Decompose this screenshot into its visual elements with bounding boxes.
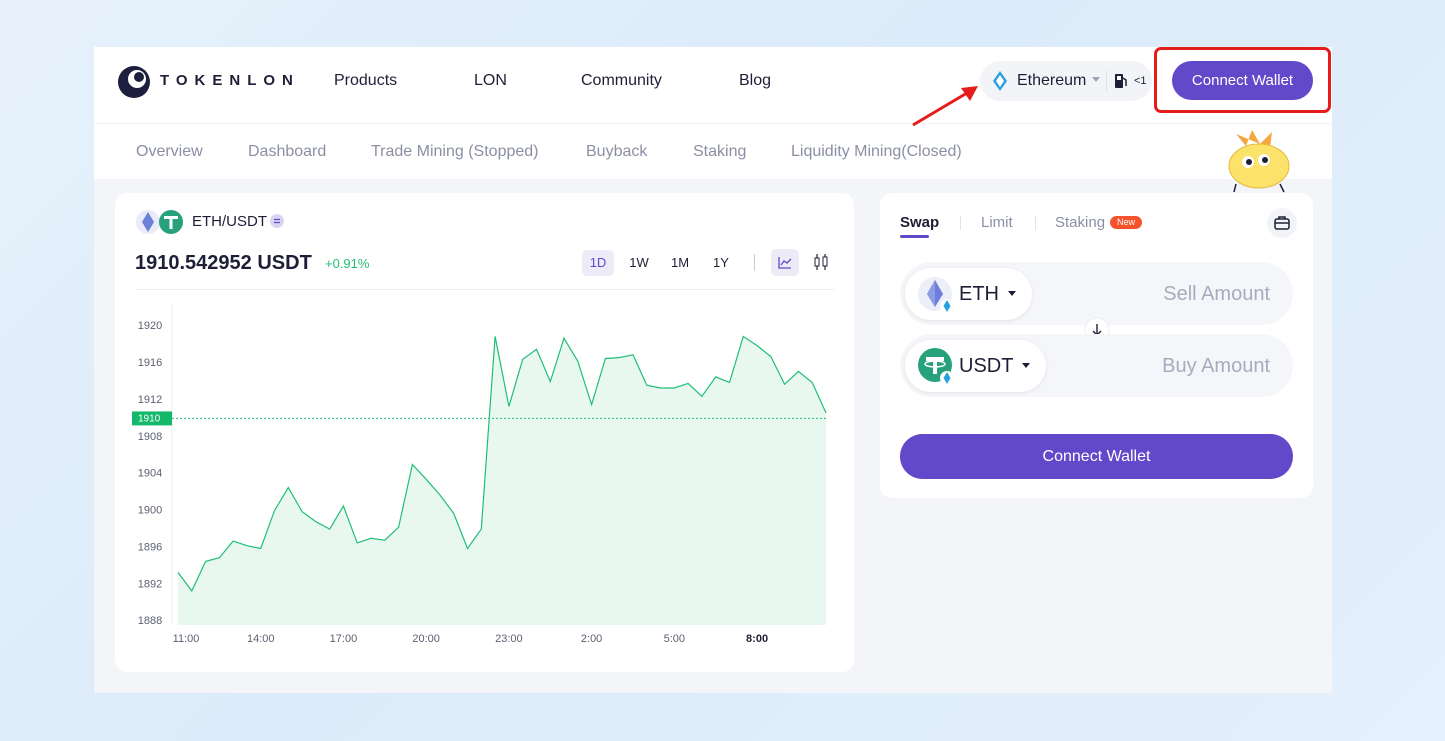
highlight-box	[1154, 47, 1331, 113]
divider	[960, 216, 961, 230]
sell-placeholder[interactable]: Sell Amount	[1163, 283, 1270, 305]
y-tick-label: 1888	[138, 615, 162, 627]
connect-wallet-button[interactable]: Connect Wallet	[900, 434, 1293, 479]
candle-chart-toggle[interactable]	[812, 252, 830, 272]
subnav-link[interactable]: Overview	[136, 143, 203, 160]
x-tick-label: 11:00	[173, 633, 200, 645]
range-button[interactable]: 1W	[629, 255, 649, 270]
divider	[754, 254, 755, 271]
divider	[1106, 70, 1107, 92]
subnav-link[interactable]: Staking	[693, 143, 747, 160]
switch-icon[interactable]	[270, 214, 284, 228]
network-selector[interactable]	[980, 61, 1152, 101]
price-line	[177, 335, 827, 593]
range-button[interactable]: 1Y	[713, 255, 729, 270]
x-tick-label: 8:00	[746, 633, 768, 645]
x-tick-label: 17:00	[330, 633, 358, 645]
x-tick-label: 23:00	[495, 633, 523, 645]
subnav-link[interactable]: Buyback	[586, 143, 648, 160]
nav-link[interactable]: Community	[581, 72, 662, 89]
sub-navigation	[94, 123, 1332, 179]
tab[interactable]: Staking	[1055, 214, 1106, 231]
gas-price: <1	[1134, 75, 1147, 87]
price-change: +0.91%	[325, 256, 370, 271]
y-tick-label: 1916	[138, 357, 162, 369]
y-tick-label: 1904	[138, 468, 162, 480]
divider	[135, 289, 835, 290]
area	[178, 336, 826, 625]
buy-placeholder[interactable]: Buy Amount	[1162, 355, 1270, 377]
x-tick-label: 2:00	[581, 633, 602, 645]
reference-label: 1910	[138, 414, 161, 425]
pair-icons	[136, 210, 183, 234]
nav-link[interactable]: LON	[474, 72, 507, 89]
sell-token[interactable]: ETH	[959, 283, 999, 305]
connect-wallet-button[interactable]: Connect Wallet	[1172, 61, 1313, 100]
tab[interactable]: Limit	[981, 214, 1013, 231]
range-button[interactable]: 1M	[670, 255, 690, 270]
annotation-arrowhead	[961, 86, 978, 101]
subnav-link[interactable]: Liquidity Mining(Closed)	[791, 143, 962, 160]
ethereum-icon	[993, 71, 1007, 91]
nav-link[interactable]: Blog	[739, 72, 772, 89]
tab[interactable]: Swap	[900, 214, 940, 231]
chart-card	[115, 193, 854, 672]
badge: New	[1110, 216, 1142, 229]
reference-tag	[132, 411, 172, 426]
y-tick-label: 1892	[138, 578, 162, 590]
caret	[1022, 363, 1030, 368]
network-name[interactable]: Ethereum	[1017, 72, 1087, 89]
y-tick-label: 1920	[138, 320, 162, 332]
eth-icon	[918, 277, 954, 313]
x-tick-label: 20:00	[412, 633, 440, 645]
tab-underline	[900, 235, 929, 238]
brand[interactable]: TOKENLON	[160, 72, 300, 89]
y-tick-label: 1912	[138, 394, 162, 406]
caret	[1008, 291, 1016, 296]
divider	[1035, 216, 1036, 230]
pair-name: ETH/USDT	[192, 213, 267, 230]
gas-icon	[1115, 74, 1127, 88]
x-tick-label: 5:00	[664, 633, 685, 645]
logo-icon	[118, 66, 150, 98]
price: 1910.542952 USDT	[135, 252, 312, 274]
wallet-icon[interactable]	[1267, 208, 1297, 238]
usdt-icon	[918, 348, 954, 385]
subnav-link[interactable]: Dashboard	[248, 143, 327, 160]
x-tick-label: 14:00	[247, 633, 275, 645]
nav-link[interactable]: Products	[334, 72, 398, 89]
y-tick-label: 1908	[138, 431, 162, 443]
caret	[1092, 77, 1100, 82]
mascot	[1228, 130, 1290, 193]
subnav-link[interactable]: Trade Mining (Stopped)	[371, 143, 539, 160]
y-tick-label: 1896	[138, 541, 162, 553]
line-chart-toggle[interactable]	[771, 249, 799, 276]
y-tick-label: 1900	[138, 505, 162, 517]
range-button[interactable]: 1D	[582, 250, 614, 276]
buy-token[interactable]: USDT	[959, 355, 1014, 377]
annotation-arrow	[912, 88, 973, 127]
